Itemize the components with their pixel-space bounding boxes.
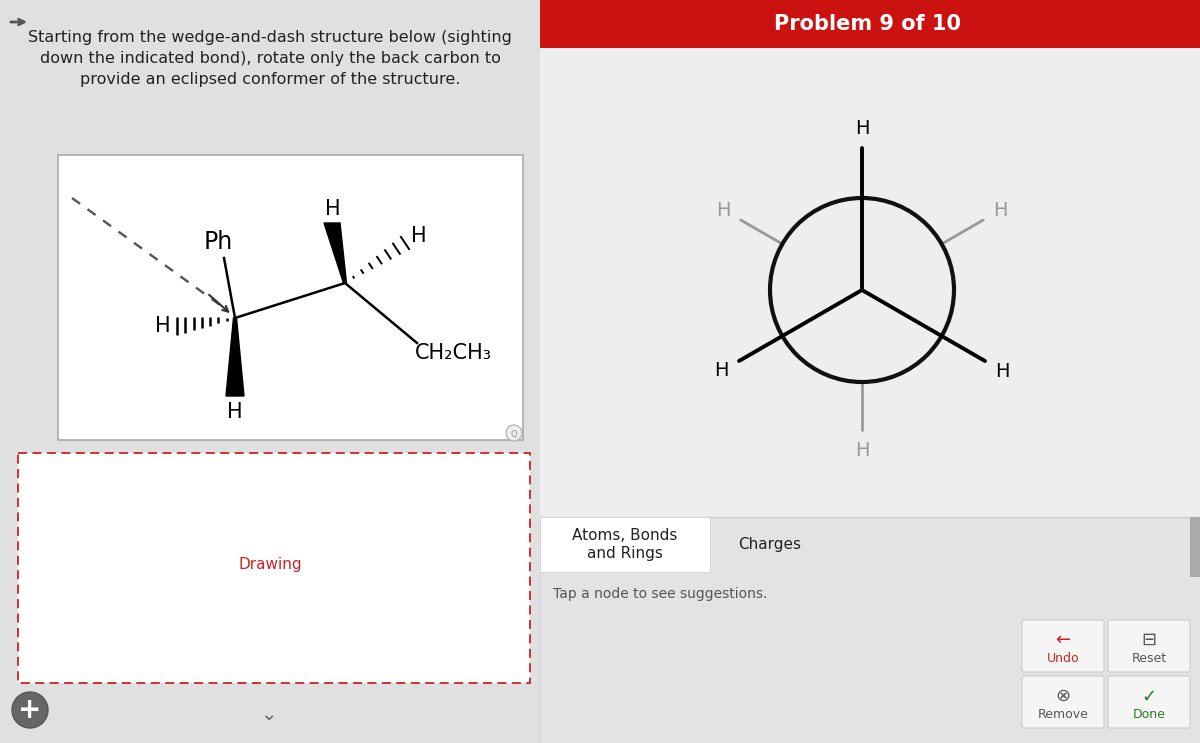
Text: +: + [18,696,42,724]
Text: Q: Q [511,429,517,438]
Text: Starting from the wedge-and-dash structure below (sighting
down the indicated bo: Starting from the wedge-and-dash structu… [28,30,512,87]
Circle shape [506,425,522,441]
FancyBboxPatch shape [1022,620,1104,672]
Text: H: H [854,118,869,137]
Bar [540,517,1200,743]
Text: H: H [227,402,242,422]
Text: Atoms, Bonds
and Rings: Atoms, Bonds and Rings [572,528,678,561]
Text: Ph: Ph [203,230,233,254]
Bar [540,0,1200,48]
Polygon shape [226,318,244,396]
Bar [58,155,523,440]
Text: ←: ← [1056,632,1070,649]
Circle shape [12,692,48,728]
Text: Reset: Reset [1132,652,1166,664]
Text: H: H [412,226,427,246]
Text: Undo: Undo [1046,652,1079,664]
Text: Done: Done [1133,707,1165,721]
Text: ✓: ✓ [1141,687,1157,705]
Bar [18,453,530,683]
Text: H: H [325,199,341,219]
Text: H: H [854,441,869,459]
Bar [540,0,1200,743]
Bar [0,0,540,743]
Text: ⊟: ⊟ [1141,632,1157,649]
Text: Charges: Charges [738,537,802,552]
Text: H: H [155,316,170,336]
Text: H: H [716,201,731,219]
Bar [540,517,710,572]
Polygon shape [324,223,347,283]
Text: H: H [995,362,1009,380]
Text: ⌄: ⌄ [260,704,276,724]
FancyBboxPatch shape [1108,620,1190,672]
Text: CH₂CH₃: CH₂CH₃ [414,343,492,363]
Text: H: H [714,362,728,380]
FancyBboxPatch shape [1022,676,1104,728]
Text: H: H [994,201,1008,219]
Bar [1190,517,1200,577]
Text: Remove: Remove [1038,707,1088,721]
Text: Problem 9 of 10: Problem 9 of 10 [774,14,961,34]
FancyBboxPatch shape [1108,676,1190,728]
Text: ⊗: ⊗ [1056,687,1070,705]
Text: Drawing: Drawing [238,557,302,573]
Text: Tap a node to see suggestions.: Tap a node to see suggestions. [553,587,767,601]
